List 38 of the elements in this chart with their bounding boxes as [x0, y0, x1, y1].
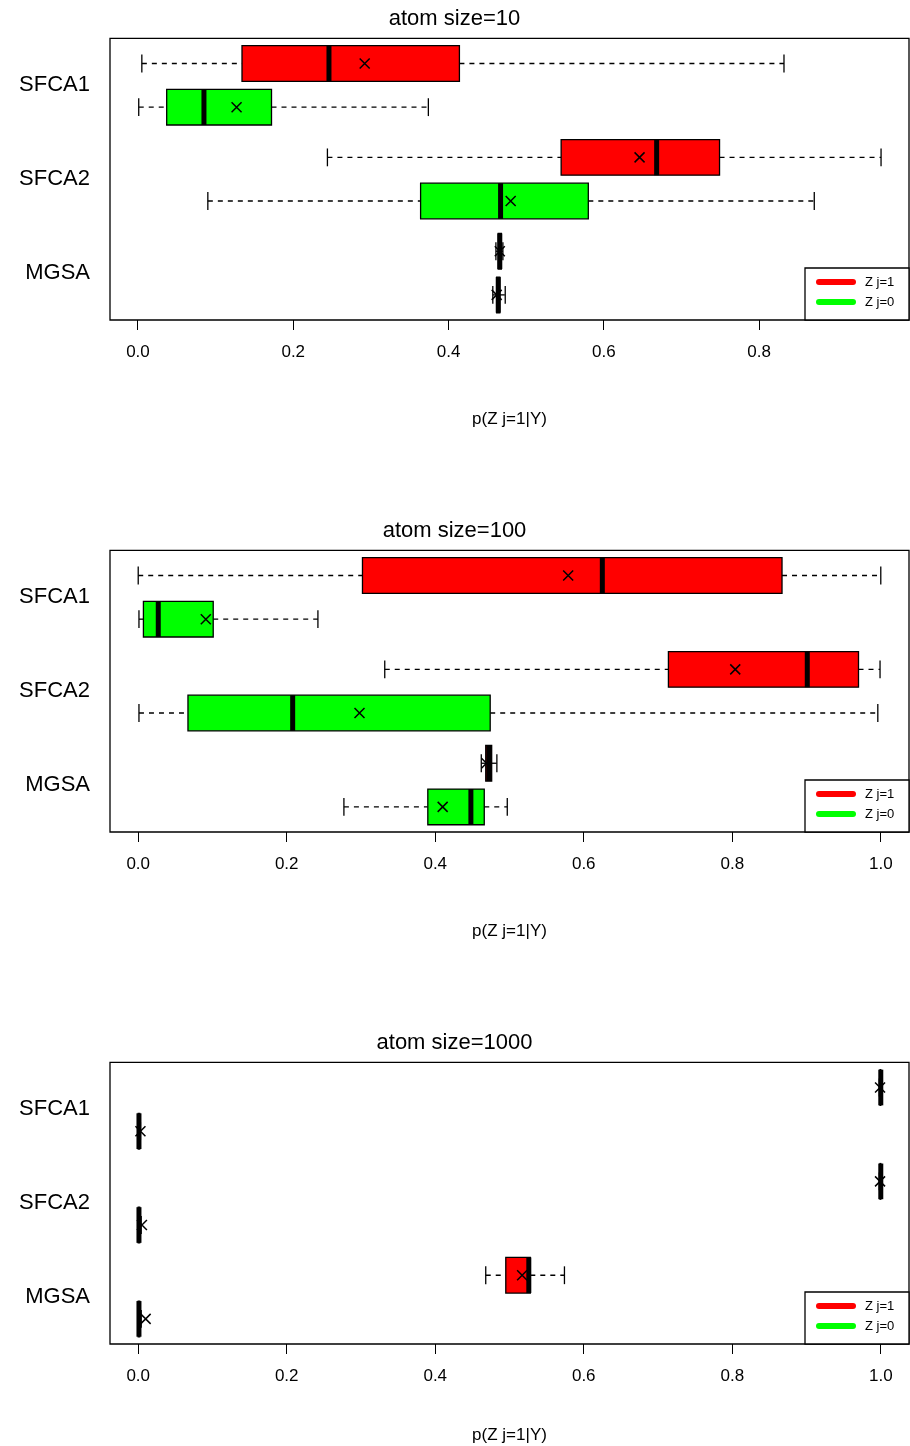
x-tick-label: 0.4 — [436, 341, 461, 361]
chart-title: atom size=1000 — [376, 1029, 533, 1055]
legend-label: Z j=0 — [865, 805, 895, 821]
y-tick-label: SFCA2 — [19, 677, 90, 703]
y-tick-label: MGSA — [25, 1283, 91, 1309]
y-tick-label: MGSA — [25, 771, 91, 797]
x-tick-label: 0.6 — [571, 1365, 596, 1385]
chart-title: atom size=10 — [388, 5, 521, 31]
x-tick-label: 0.2 — [274, 853, 299, 873]
y-tick-label: SFCA1 — [19, 583, 90, 609]
x-tick-label: 0.4 — [423, 853, 448, 873]
x-tick-label: 0.6 — [592, 341, 616, 361]
x-tick-label: 0.4 — [423, 1365, 448, 1385]
x-tick-label: 0.2 — [274, 1365, 299, 1385]
x-tick-label: 0.0 — [126, 341, 150, 361]
x-tick-label: 0.0 — [126, 1365, 151, 1385]
x-tick-label: 0.8 — [720, 1365, 745, 1385]
x-axis-title: p(Z j=1|Y) — [472, 921, 547, 941]
y-tick-label: SFCA1 — [19, 71, 90, 97]
x-axis-title: p(Z j=1|Y) — [472, 409, 547, 429]
chart-title: atom size=100 — [382, 517, 527, 543]
x-tick-label: 0.0 — [126, 853, 151, 873]
legend-label: Z j=0 — [865, 1317, 895, 1333]
y-tick-label: SFCA2 — [19, 165, 90, 191]
legend-label: Z j=1 — [865, 273, 895, 289]
legend-label: Z j=1 — [865, 785, 895, 801]
x-tick-label: 0.8 — [720, 853, 745, 873]
legend-label: Z j=1 — [865, 1297, 895, 1313]
x-tick-label: 1.0 — [868, 853, 893, 873]
y-tick-label: SFCA2 — [19, 1189, 90, 1215]
x-tick-label: 1.0 — [868, 1365, 893, 1385]
x-tick-label: 0.6 — [571, 853, 596, 873]
y-tick-label: SFCA1 — [19, 1095, 90, 1121]
x-axis-title: p(Z j=1|Y) — [472, 1425, 547, 1445]
y-tick-label: MGSA — [25, 259, 91, 285]
x-tick-label: 0.8 — [747, 341, 771, 361]
x-tick-label: 0.2 — [281, 341, 306, 361]
legend-label: Z j=0 — [865, 293, 895, 309]
